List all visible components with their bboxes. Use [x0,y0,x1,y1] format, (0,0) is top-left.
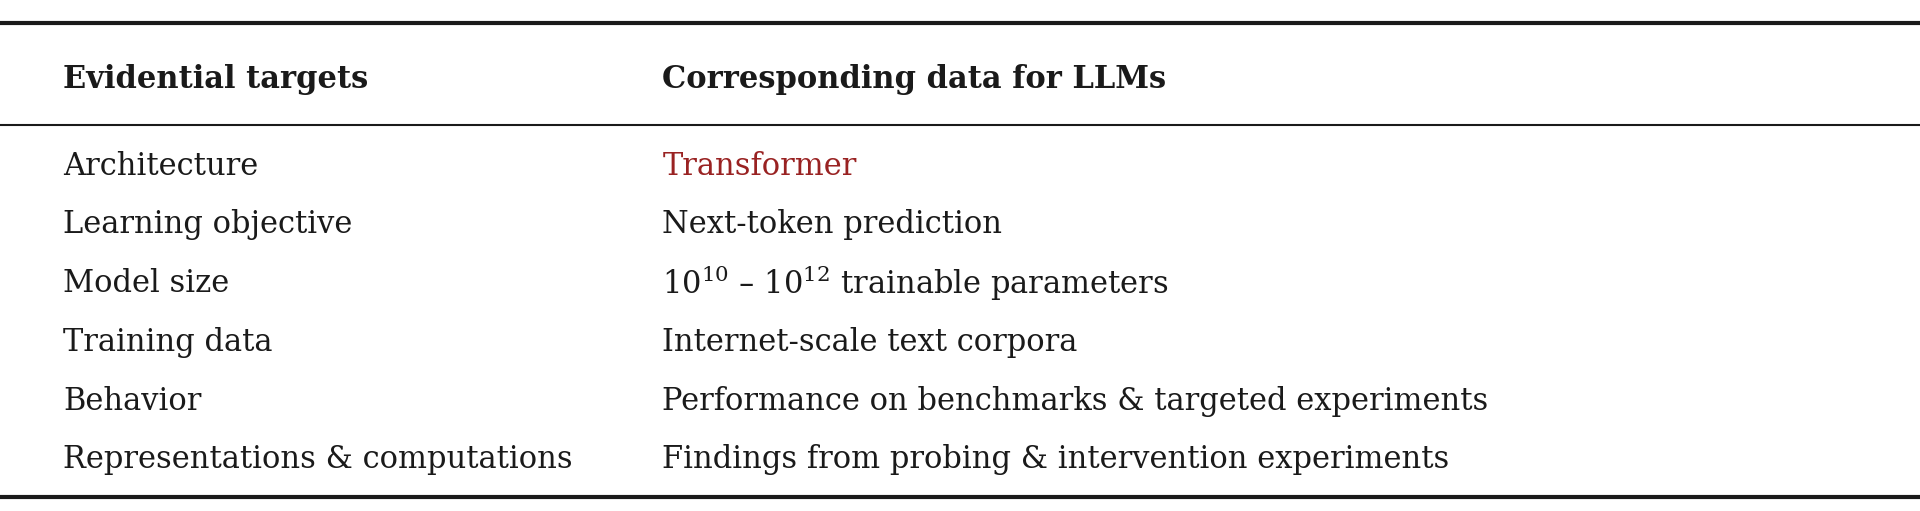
Text: Performance on benchmarks & targeted experiments: Performance on benchmarks & targeted exp… [662,386,1488,416]
Text: $\mathregular{10^{10}}$ – $\mathregular{10^{12}}$ trainable parameters: $\mathregular{10^{10}}$ – $\mathregular{… [662,264,1169,304]
Text: Internet-scale text corpora: Internet-scale text corpora [662,327,1077,358]
Text: Next-token prediction: Next-token prediction [662,210,1002,240]
Text: Corresponding data for LLMs: Corresponding data for LLMs [662,64,1167,95]
Text: Evidential targets: Evidential targets [63,64,369,95]
Text: Architecture: Architecture [63,151,259,181]
Text: Behavior: Behavior [63,386,202,416]
Text: Findings from probing & intervention experiments: Findings from probing & intervention exp… [662,445,1450,475]
Text: Training data: Training data [63,327,273,358]
Text: Learning objective: Learning objective [63,210,353,240]
Text: Representations & computations: Representations & computations [63,445,572,475]
Text: Transformer: Transformer [662,151,856,181]
Text: Model size: Model size [63,268,230,299]
